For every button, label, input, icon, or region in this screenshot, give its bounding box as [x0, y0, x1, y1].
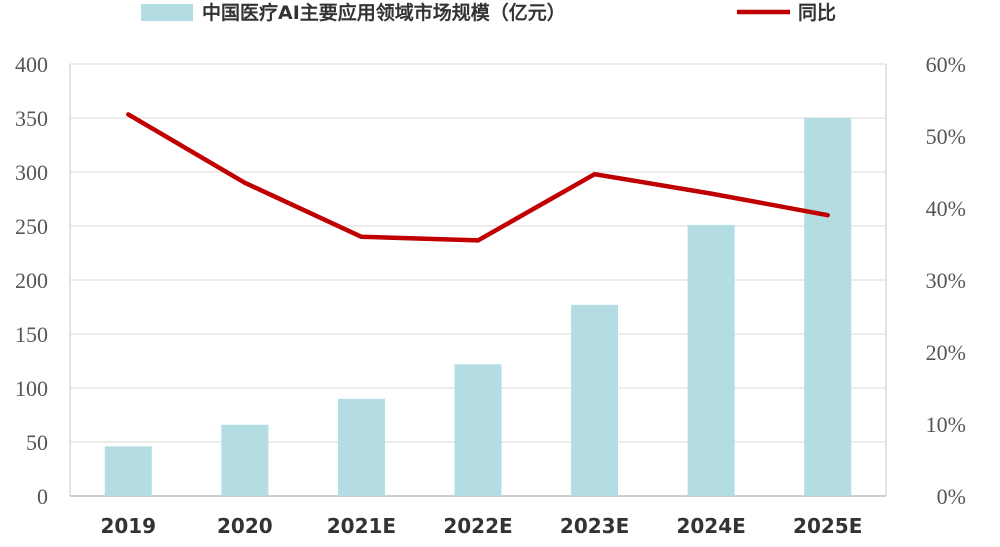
- left-tick-label: 100: [15, 376, 48, 401]
- yoy-point-2025E: [827, 214, 829, 216]
- right-tick-label: 20%: [926, 340, 966, 365]
- right-tick-label: 10%: [926, 412, 966, 437]
- x-tick-label: 2019: [100, 514, 156, 538]
- bar-2023E: [571, 304, 619, 496]
- x-tick-label: 2024E: [676, 514, 745, 538]
- yoy-point-2019: [127, 113, 129, 115]
- left-tick-label: 0: [37, 484, 48, 509]
- legend-line-label: 同比: [798, 2, 836, 24]
- bar-2019: [104, 446, 152, 496]
- right-tick-label: 0%: [937, 484, 966, 509]
- gridlines: [70, 63, 886, 443]
- right-axis-ticks: 0% 10% 20% 30% 40% 50% 60%: [926, 52, 966, 509]
- line-series: [126, 112, 830, 243]
- x-axis-ticks: 2019 2020 2021E 2022E 2023E 2024E 2025E: [100, 514, 862, 538]
- left-tick-label: 50: [26, 430, 48, 455]
- bar-2020: [221, 424, 269, 496]
- x-tick-label: 2020: [217, 514, 273, 538]
- right-tick-label: 40%: [926, 196, 966, 221]
- yoy-line: [126, 112, 830, 243]
- x-tick-label: 2023E: [560, 514, 629, 538]
- right-tick-label: 60%: [926, 52, 966, 77]
- yoy-point-2021E: [360, 236, 362, 238]
- legend-bar-swatch: [141, 4, 193, 21]
- x-tick-label: 2022E: [443, 514, 512, 538]
- left-tick-label: 400: [15, 52, 48, 77]
- yoy-point-2020: [244, 182, 246, 184]
- legend: 中国医疗AI主要应用领域市场规模（亿元） 同比: [141, 1, 836, 24]
- bar-2024E: [687, 224, 735, 497]
- legend-bar-label: 中国医疗AI主要应用领域市场规模（亿元）: [202, 1, 566, 24]
- left-tick-label: 300: [15, 160, 48, 185]
- bar-2021E: [337, 398, 385, 496]
- bar-series: [104, 118, 852, 497]
- bar-2022E: [454, 364, 502, 496]
- yoy-point-2023E: [594, 173, 596, 175]
- x-tick-label: 2025E: [793, 514, 862, 538]
- left-tick-label: 200: [15, 268, 48, 293]
- x-tick-label: 2021E: [327, 514, 396, 538]
- bar-2025E: [804, 118, 852, 496]
- right-tick-label: 50%: [926, 124, 966, 149]
- yoy-point-2022E: [477, 239, 479, 241]
- right-tick-label: 30%: [926, 268, 966, 293]
- left-axis-ticks: 0 50 100 150 200 250 300 350 400: [15, 52, 48, 509]
- left-tick-label: 350: [15, 106, 48, 131]
- left-tick-label: 250: [15, 214, 48, 239]
- left-tick-label: 150: [15, 322, 48, 347]
- yoy-point-2024E: [710, 193, 712, 195]
